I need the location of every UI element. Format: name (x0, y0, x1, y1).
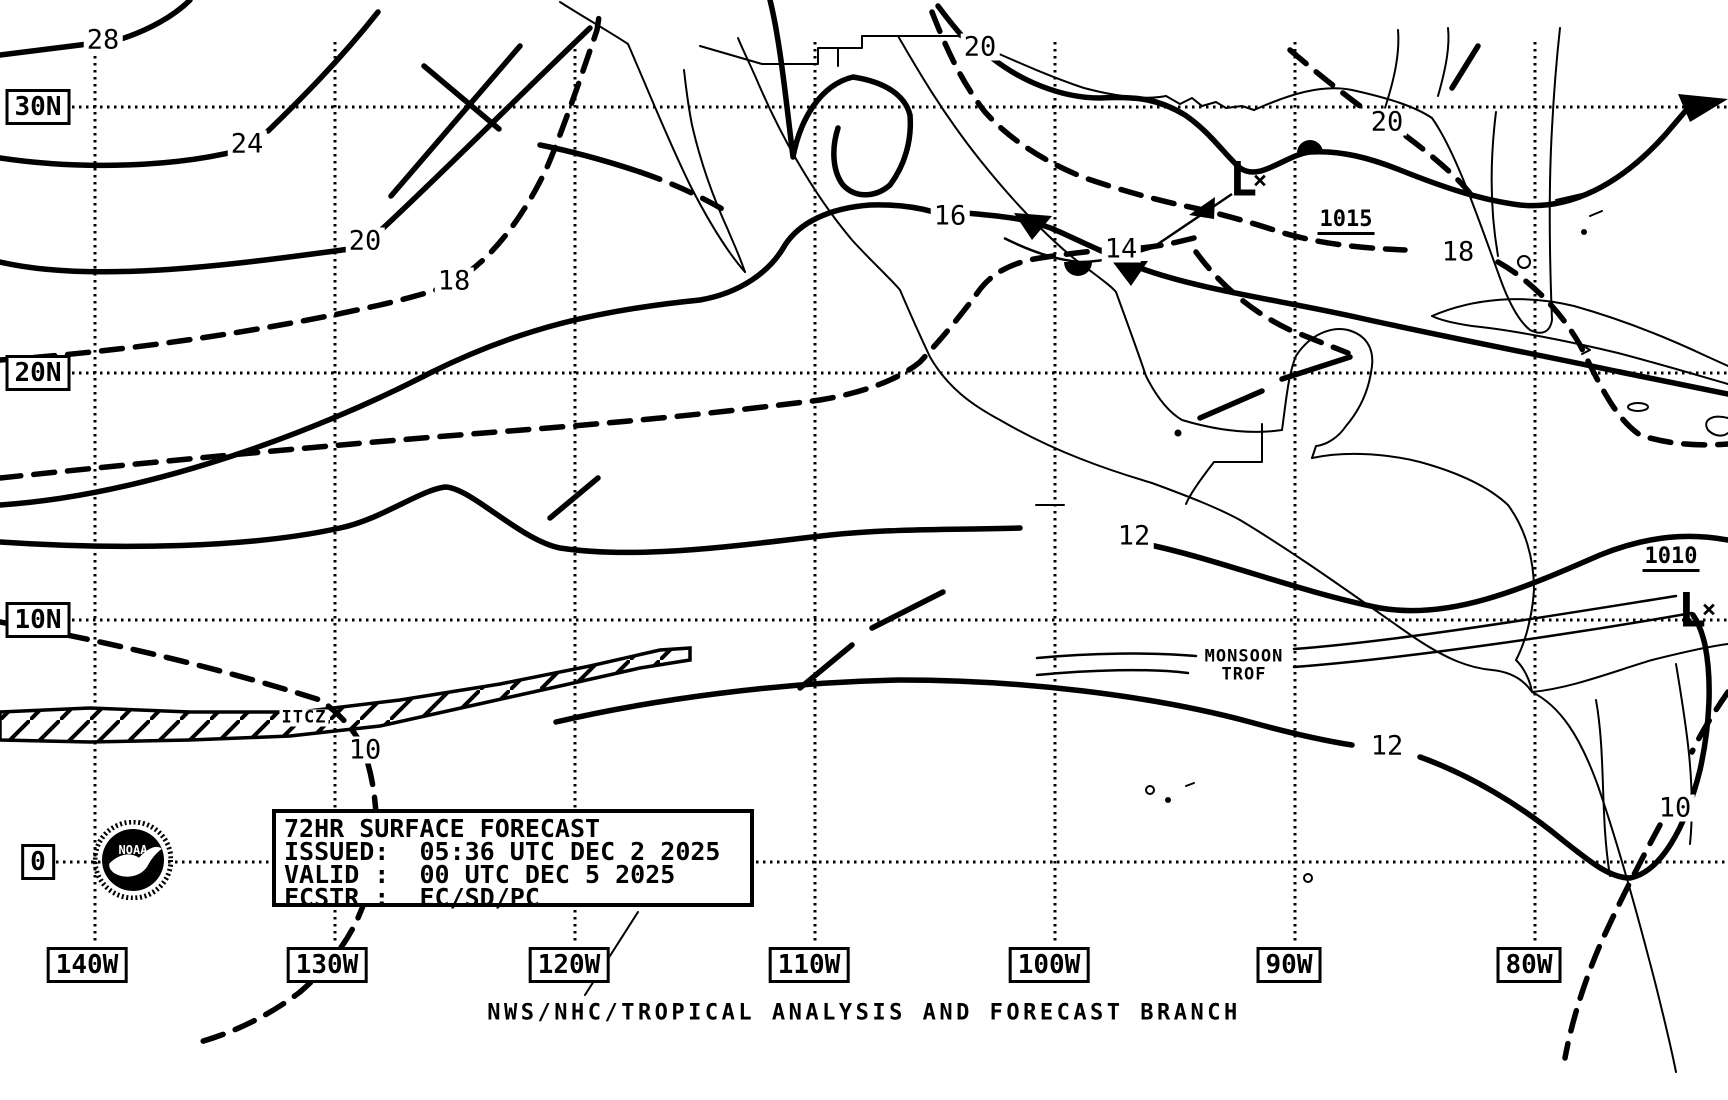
contour-label-10-east: 10 (1655, 794, 1695, 822)
lon-label-90w: 90W (1256, 947, 1322, 983)
noaa-logo-text: NOAA (118, 843, 148, 857)
contour-label-16: 16 (930, 202, 970, 230)
graticule (56, 42, 1728, 943)
lon-label-100w: 100W (1008, 947, 1090, 983)
contour-label-10-west: 10 (345, 736, 385, 764)
contour-label-24: 24 (227, 130, 267, 158)
flow-arrowhead (1678, 94, 1728, 122)
monsoon-trof-label-line2: TROF (1219, 664, 1269, 685)
contour-label-12-mid: 12 (1114, 522, 1154, 550)
lat-label-0: 0 (21, 844, 55, 880)
forecast-fcstr: FCSTR : EC/SD/PC (284, 883, 540, 912)
forecast-issued: ISSUED: 05:36 UTC DEC 2 2025 (284, 837, 721, 866)
lon-label-130w: 130W (286, 947, 368, 983)
forecast-valid: VALID : 00 UTC DEC 5 2025 (284, 860, 676, 889)
forecast-title: 72HR SURFACE FORECAST (284, 814, 601, 843)
lat-label-20n: 20N (5, 355, 71, 391)
warm-front-pip (1064, 262, 1092, 276)
pressure-label-1015: 1015 (1317, 209, 1375, 235)
solid-isopleths (0, 0, 1728, 881)
lat-label-30n: 30N (5, 89, 71, 125)
contour-label-18-west: 18 (434, 267, 474, 295)
monsoon-trough-lines (1035, 594, 1694, 677)
noaa-logo: NOAA (92, 819, 174, 901)
contour-label-18-east: 18 (1438, 238, 1478, 266)
monsoon-trof-label-line1: MONSOON (1202, 646, 1286, 667)
low-symbol: L (1228, 152, 1258, 208)
warm-front-pip (1297, 140, 1323, 153)
itcz-label: ITCZ (279, 707, 329, 728)
cold-front-pip (1189, 197, 1215, 219)
contour-label-20-top: 20 (960, 33, 1000, 61)
contour-label-20-east: 20 (1367, 108, 1407, 136)
cold-front-pip (1014, 213, 1052, 240)
lon-label-80w: 80W (1496, 947, 1562, 983)
contour-label-20-west: 20 (345, 227, 385, 255)
lon-label-140w: 140W (46, 947, 128, 983)
itcz-band (0, 646, 692, 744)
noaa-logo-icon (92, 819, 174, 901)
front-line (1003, 140, 1323, 286)
lon-label-110w: 110W (768, 947, 850, 983)
lon-label-120w: 120W (528, 947, 610, 983)
contour-label-14: 14 (1101, 235, 1141, 263)
low-center-x-icon: × (1252, 166, 1268, 194)
contour-label-28: 28 (83, 26, 123, 54)
lat-label-10n: 10N (5, 602, 71, 638)
pressure-label-1010: 1010 (1642, 546, 1700, 572)
branch-title: NWS/NHC/TROPICAL ANALYSIS AND FORECAST B… (487, 1000, 1241, 1026)
contour-label-12-south: 12 (1367, 732, 1407, 760)
low-center-x-icon: × (1701, 595, 1717, 623)
forecast-info-box: 72HR SURFACE FORECAST ISSUED: 05:36 UTC … (272, 809, 754, 912)
low-symbol: L (1677, 583, 1707, 639)
cold-front-pip (1112, 261, 1148, 286)
